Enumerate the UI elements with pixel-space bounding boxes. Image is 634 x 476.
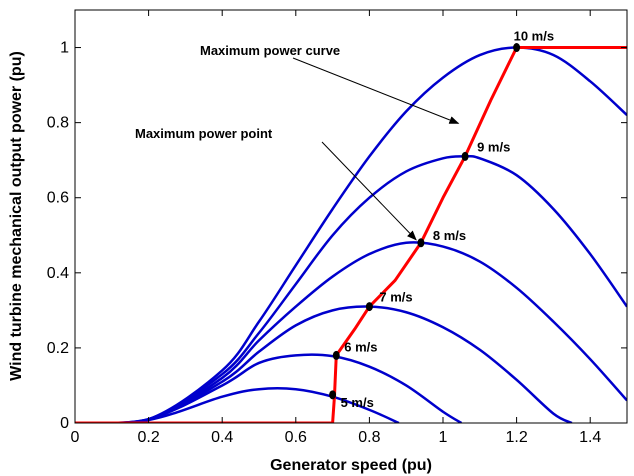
series-line-10-m-s <box>75 46 627 423</box>
x-tick-label: 0.8 <box>358 429 380 446</box>
x-tick-label: 0 <box>71 429 80 446</box>
y-tick-label: 0.6 <box>47 190 69 207</box>
ticks-layer: 0 0.2 0.4 0.6 0.8 1 1.2 1.4 0 0.2 0.4 0.6 0.8 1 <box>47 10 627 446</box>
point-label-10-m-s: 10 m/s <box>514 29 554 44</box>
x-tick-label: 0.4 <box>211 429 233 446</box>
curves-layer <box>75 46 627 423</box>
x-tick-label: 1.2 <box>505 429 527 446</box>
x-axis-title: Generator speed (pu) <box>270 457 432 474</box>
point-label-9-m-s: 9 m/s <box>477 139 510 154</box>
series-line-9-m-s <box>75 154 627 423</box>
series-line-maximum-power-curve <box>75 46 627 423</box>
annotation-arrow-maximum-power-curve <box>292 57 460 124</box>
y-tick-label: 0.8 <box>47 115 69 132</box>
point-10-m-s <box>513 43 521 53</box>
y-tick-label: 1 <box>60 40 69 57</box>
labels-layer: 5 m/s 6 m/s 7 m/s 8 m/s 9 m/s 10 m/s Maximum p… <box>135 29 554 410</box>
point-5-m-s <box>329 390 337 400</box>
point-label-6-m-s: 6 m/s <box>344 339 377 354</box>
y-axis-title: Wind turbine mechanical output power (pu… <box>8 51 25 381</box>
point-7-m-s <box>365 302 373 312</box>
y-tick-label: 0.4 <box>47 265 69 282</box>
x-tick-label: 0.6 <box>285 429 307 446</box>
point-9-m-s <box>461 151 469 161</box>
point-label-8-m-s: 8 m/s <box>433 228 466 243</box>
x-tick-label: 0.2 <box>137 429 159 446</box>
y-tick-label: 0 <box>60 415 69 432</box>
annotation-maximum-power-curve: Maximum power curve <box>200 43 340 58</box>
series-line-8-m-s <box>75 241 627 423</box>
plot-frame <box>74 9 628 424</box>
point-label-7-m-s: 7 m/s <box>379 290 412 305</box>
series-line-7-m-s <box>75 305 573 423</box>
annotation-arrow-maximum-power-point <box>321 141 417 241</box>
x-tick-label: 1 <box>439 429 448 446</box>
point-6-m-s <box>332 350 340 360</box>
annotation-maximum-power-point: Maximum power point <box>135 126 273 141</box>
point-label-5-m-s: 5 m/s <box>341 395 374 410</box>
point-8-m-s <box>417 238 425 248</box>
x-tick-label: 1.4 <box>579 429 601 446</box>
y-tick-label: 0.2 <box>47 340 69 357</box>
